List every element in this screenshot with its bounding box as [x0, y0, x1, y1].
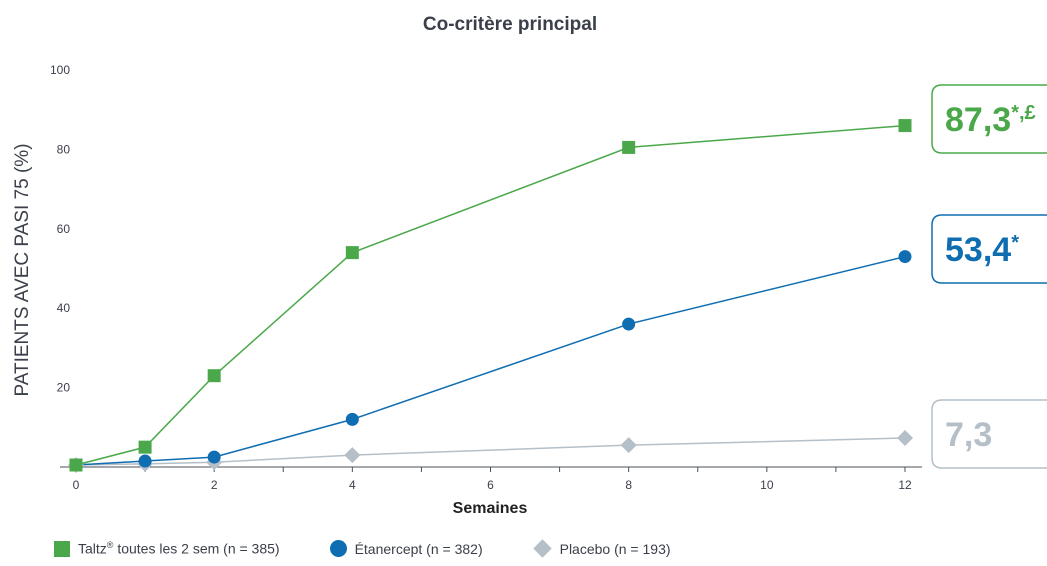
data-point-circle [345, 412, 359, 426]
data-point-circle [622, 317, 636, 331]
legend-item-taltz: Taltz® toutes les 2 sem (n = 385) [54, 540, 280, 557]
series-line-circle [75, 255, 906, 466]
x-tick-label: 10 [760, 478, 774, 492]
y-tick-label: 40 [57, 301, 71, 315]
legend: Taltz® toutes les 2 sem (n = 385) Étaner… [54, 539, 671, 558]
x-axis-label: Semaines [453, 500, 528, 517]
chart-title: Co-critère principal [423, 14, 597, 35]
legend-square-icon [54, 540, 70, 557]
x-tick-label: 8 [625, 478, 632, 492]
legend-label-etanercept: Étanercept (n = 382) [354, 540, 483, 557]
x-tick-label: 0 [73, 478, 80, 492]
x-tick-label: 2 [211, 478, 218, 492]
data-point-square [898, 119, 912, 133]
y-tick-label: 60 [57, 222, 71, 236]
legend-label-taltz: Taltz® toutes les 2 sem (n = 385) [78, 540, 280, 557]
callout-box [931, 399, 1047, 469]
data-point-square [207, 369, 221, 383]
legend-item-placebo: Placebo (n = 193) [532, 539, 671, 558]
data-point-square [69, 458, 83, 472]
data-point-circle [207, 450, 221, 464]
plot-area: 0 2 4 6 8 10 12 20 40 60 80 100 [50, 63, 922, 492]
x-tick-label: 6 [487, 478, 494, 492]
callout-box [931, 84, 1047, 154]
data-point-diamond [620, 437, 637, 454]
callout-value: 87,3*,£ [945, 101, 1036, 139]
series-line-diamond [75, 437, 906, 466]
y-tick-label: 100 [50, 63, 70, 77]
x-tick-label: 4 [349, 478, 356, 492]
callouts: 87,3*,£ 53,4* 7,3 [931, 84, 1047, 469]
legend-item-etanercept: Étanercept (n = 382) [329, 540, 483, 557]
series-line-square [75, 124, 906, 466]
data-point-circle [138, 454, 152, 468]
legend-circle-icon [329, 540, 347, 557]
data-point-diamond [897, 430, 913, 447]
y-tick-label: 80 [57, 142, 71, 156]
callout-box [931, 214, 1047, 284]
y-axis-label: PATIENTS AVEC PASI 75 (%) [12, 143, 33, 396]
data-point-circle [898, 250, 912, 264]
data-point-square [138, 440, 152, 454]
data-point-diamond [344, 447, 361, 464]
callout-value: 7,3 [945, 416, 992, 454]
legend-label-placebo: Placebo (n = 193) [559, 540, 671, 557]
data-point-square [345, 246, 359, 260]
callout-value: 53,4* [945, 231, 1019, 269]
legend-diamond-icon [532, 539, 552, 558]
data-point-square [622, 140, 636, 154]
y-tick-label: 20 [57, 381, 71, 395]
x-tick-label: 12 [898, 478, 912, 492]
